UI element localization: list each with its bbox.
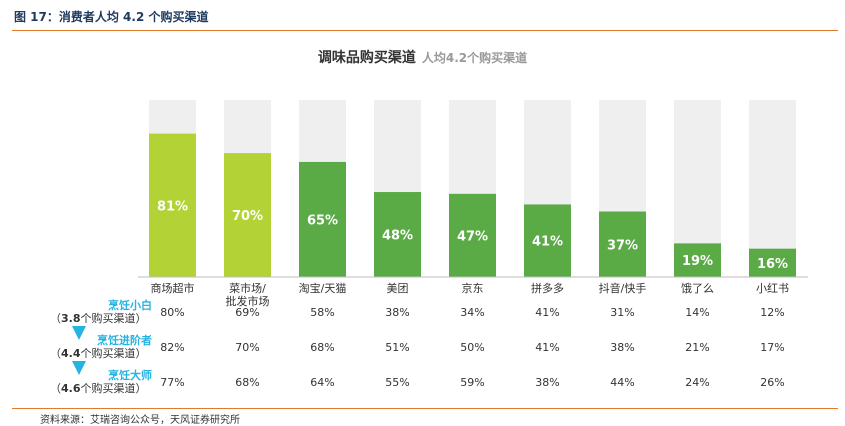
segment-value: 77% xyxy=(160,376,184,389)
segment-value: 82% xyxy=(160,341,184,354)
figure-caption: 图 17：消费者人均 4.2 个购买渠道 xyxy=(14,10,209,24)
data-label: 81% xyxy=(157,199,188,214)
segment-value: 24% xyxy=(685,376,709,389)
segment-average-prefix: （ xyxy=(50,382,61,395)
segment-name: 烹饪小白 xyxy=(108,299,152,312)
segment-value: 69% xyxy=(235,306,259,319)
bar xyxy=(674,243,721,277)
bar xyxy=(749,248,796,277)
top-rule xyxy=(12,30,838,31)
bar xyxy=(599,211,646,277)
bottom-rule xyxy=(12,408,838,409)
chevron-down-icon xyxy=(72,326,86,340)
segment-value: 34% xyxy=(460,306,484,319)
segment-average-suffix: 个购买渠道） xyxy=(80,347,147,360)
bar xyxy=(524,204,571,277)
category-label: 拼多多 xyxy=(531,281,564,295)
data-label: 37% xyxy=(607,238,638,253)
segment-value: 41% xyxy=(535,341,559,354)
category-label: 商场超市 xyxy=(151,281,195,295)
category-label: 美团 xyxy=(387,282,409,295)
category-label: 菜市场/ xyxy=(229,281,266,295)
segment-value: 12% xyxy=(760,306,784,319)
data-label: 16% xyxy=(757,257,788,272)
segment-average-suffix: 个购买渠道） xyxy=(80,312,147,325)
segment-value: 44% xyxy=(610,376,634,389)
segment-value: 55% xyxy=(385,376,409,389)
bar-background xyxy=(749,100,796,277)
segment-value: 50% xyxy=(460,341,484,354)
segment-value: 38% xyxy=(535,376,559,389)
segment-value: 70% xyxy=(235,341,259,354)
data-label: 47% xyxy=(457,229,488,244)
segment-value: 21% xyxy=(685,341,709,354)
chevron-down-icon xyxy=(72,361,86,375)
segment-value: 51% xyxy=(385,341,409,354)
segment-average-prefix: （ xyxy=(50,347,61,360)
segment-value: 41% xyxy=(535,306,559,319)
segment-name: 烹饪进阶者 xyxy=(97,334,152,347)
segment-value: 80% xyxy=(160,306,184,319)
data-label: 70% xyxy=(232,209,263,224)
data-label: 65% xyxy=(307,213,338,228)
category-label: 抖音/快手 xyxy=(599,281,647,295)
category-label: 京东 xyxy=(462,281,484,295)
segment-value: 68% xyxy=(235,376,259,389)
bar xyxy=(299,161,346,277)
segment-average-value: 3.8 xyxy=(61,312,81,325)
segment-value: 68% xyxy=(310,341,334,354)
segment-value: 59% xyxy=(460,376,484,389)
segment-average: （3.8个购买渠道） xyxy=(50,310,160,326)
segment-value: 14% xyxy=(685,306,709,319)
segment-average-value: 4.4 xyxy=(61,347,81,360)
chart-subtitle: 人均4.2个购买渠道 xyxy=(421,51,528,65)
segment-value: 17% xyxy=(760,341,784,354)
category-label: 饿了么 xyxy=(681,281,714,295)
segment-value: 26% xyxy=(760,376,784,389)
bar xyxy=(374,192,421,277)
segment-average-prefix: （ xyxy=(50,312,61,325)
segment-value: 38% xyxy=(610,341,634,354)
segment-name: 烹饪大师 xyxy=(108,369,152,382)
data-label: 19% xyxy=(682,254,713,269)
data-label: 41% xyxy=(532,235,563,250)
bar xyxy=(224,153,271,277)
chart-title-block: 调味品购买渠道 人均4.2个购买渠道 xyxy=(0,47,845,67)
category-label: 淘宝/天猫 xyxy=(299,281,347,295)
data-label: 48% xyxy=(382,229,413,244)
chart-title: 调味品购买渠道 xyxy=(317,50,416,66)
bar xyxy=(449,193,496,277)
segment-average-value: 4.6 xyxy=(61,382,81,395)
segment-value: 31% xyxy=(610,306,634,319)
category-label: 批发市场 xyxy=(226,294,270,308)
segment-value: 38% xyxy=(385,306,409,319)
segment-average-suffix: 个购买渠道） xyxy=(80,382,147,395)
segment-average: （4.4个购买渠道） xyxy=(50,345,160,361)
bar xyxy=(149,133,196,277)
category-label: 小红书 xyxy=(756,282,789,295)
segment-value: 58% xyxy=(310,306,334,319)
segment-average: （4.6个购买渠道） xyxy=(50,380,160,396)
segment-value: 64% xyxy=(310,376,334,389)
source-note: 资料来源：艾瑞咨询公众号，天风证券研究所 xyxy=(40,415,240,426)
